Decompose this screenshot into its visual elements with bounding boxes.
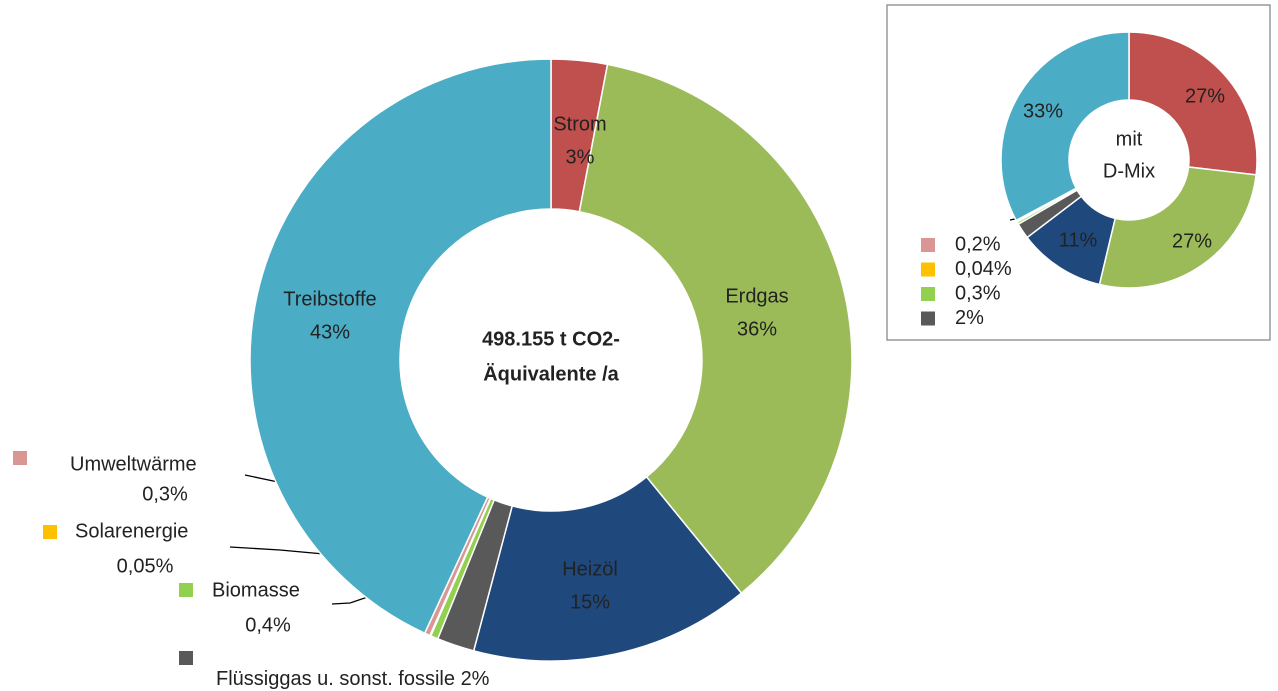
value-label: 3% (566, 146, 595, 168)
legend-name: Flüssiggas u. sonst. fossile (216, 668, 455, 690)
center-label: 498.155 t CO2- (482, 328, 620, 350)
legend-label: Solarenergie (75, 520, 188, 542)
legend-marker (179, 583, 193, 597)
legend-label: Umweltwärme (70, 453, 197, 475)
center-label: D-Mix (1103, 160, 1155, 182)
value-label: 15% (570, 591, 610, 613)
legend-marker (921, 311, 935, 326)
legend-marker (921, 238, 935, 252)
value-label: 0,3% (955, 282, 1001, 304)
slice (1128, 31, 1258, 176)
slice-label: Treibstoffe (283, 288, 376, 310)
legend-marker (921, 262, 935, 277)
value-label: 11% (1059, 229, 1098, 251)
legend-marker (13, 451, 27, 465)
legend-marker (43, 525, 57, 539)
center-label: mit (1116, 128, 1143, 150)
legend-label: Flüssiggas u. sonst. fossile 2% (216, 668, 490, 690)
inset-frame (886, 4, 1271, 341)
value-label: 33% (1023, 100, 1063, 122)
legend-marker (921, 287, 935, 301)
legend-marker (179, 651, 193, 665)
value-label: 2% (955, 307, 984, 329)
value-label: 2% (461, 668, 490, 690)
slice (249, 58, 552, 635)
value-label: 43% (310, 321, 350, 343)
slice (1000, 31, 1130, 222)
value-label: 0,05% (117, 555, 174, 577)
value-label: 27% (1185, 85, 1225, 107)
slice (472, 475, 743, 662)
value-label: 27% (1172, 230, 1212, 252)
value-label: 0,3% (142, 483, 188, 505)
center-label: Äquivalente /a (483, 362, 619, 385)
slice-label: Strom (553, 113, 606, 135)
value-label: 0,04% (955, 258, 1012, 280)
legend-label: Biomasse (212, 579, 300, 601)
value-label: 36% (737, 318, 777, 340)
slice-label: Erdgas (725, 285, 788, 307)
value-label: 0,2% (955, 233, 1001, 255)
slice-label: Heizöl (562, 558, 618, 580)
slice (578, 63, 853, 595)
slice (1098, 166, 1257, 289)
value-label: 0,4% (245, 614, 291, 636)
